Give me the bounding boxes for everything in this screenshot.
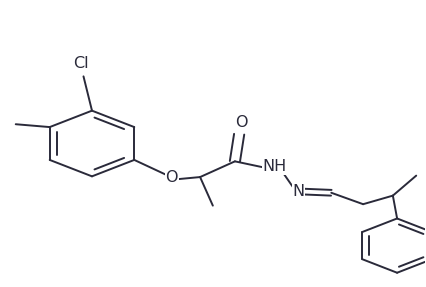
Text: O: O bbox=[165, 170, 178, 185]
Text: NH: NH bbox=[263, 159, 287, 174]
Text: N: N bbox=[293, 184, 305, 199]
Text: O: O bbox=[235, 115, 248, 130]
Text: Cl: Cl bbox=[74, 56, 89, 71]
